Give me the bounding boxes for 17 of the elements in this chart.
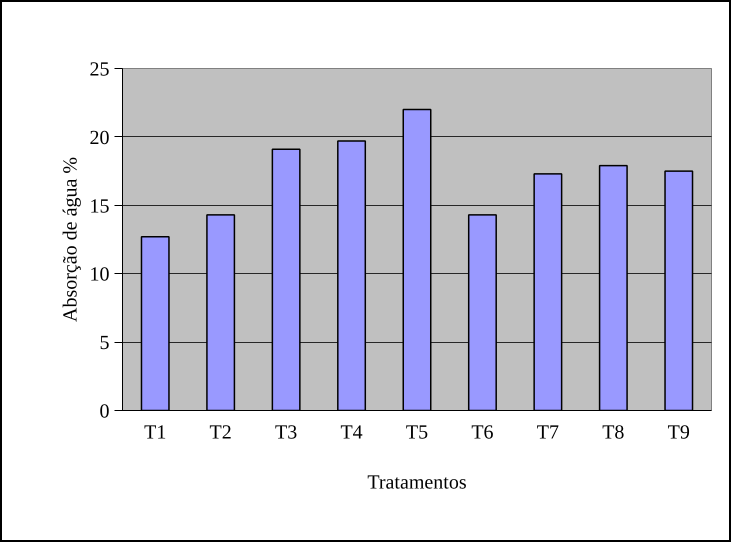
x-axis-title: Tratamentos — [367, 472, 467, 494]
y-tick-label: 25 — [90, 58, 110, 80]
y-tick-label: 5 — [100, 332, 110, 354]
x-tick-label: T2 — [210, 422, 232, 444]
y-tick-label: 0 — [100, 400, 110, 422]
x-tick-label: T3 — [275, 422, 298, 444]
x-tick-label: T5 — [406, 422, 428, 444]
x-tick-label: T9 — [668, 422, 690, 444]
y-axis-title: Absorção de água % — [60, 157, 82, 322]
x-tick-label: T4 — [340, 422, 363, 444]
x-tick-label: T7 — [536, 422, 559, 444]
x-tick-label: T6 — [471, 422, 494, 444]
x-tick-label: T8 — [602, 422, 624, 444]
y-tick-label: 10 — [90, 264, 110, 286]
x-tick-label: T1 — [144, 422, 166, 444]
y-tick-label: 20 — [90, 126, 110, 149]
y-tick-label: 15 — [90, 195, 110, 218]
